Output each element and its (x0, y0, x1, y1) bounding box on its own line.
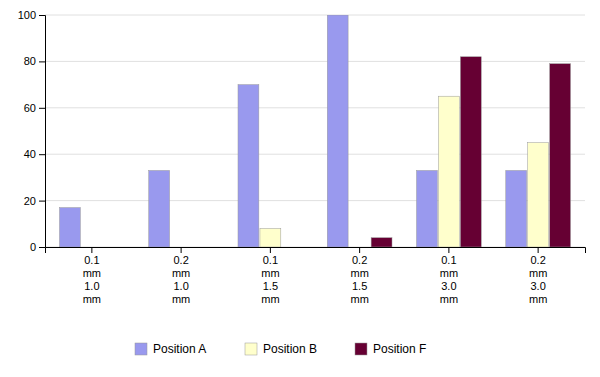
legend-label: Position B (263, 342, 317, 356)
legend-swatch (245, 343, 257, 355)
legend-label: Position F (373, 342, 426, 356)
x-tick: 0.1mm1.0mm (83, 247, 101, 305)
tick-label: 0 (30, 241, 36, 253)
y-tick: 40 (24, 148, 45, 160)
bar (103, 247, 124, 248)
x-tick: 0.1mm1.5mm (261, 247, 279, 305)
tick-label: 80 (24, 55, 36, 67)
grid-line (45, 154, 585, 155)
tick-mark (39, 201, 45, 202)
bar-series (371, 57, 570, 247)
tick-mark (39, 15, 45, 16)
tick-label: 40 (24, 148, 36, 160)
tick-label: 20 (24, 195, 36, 207)
bar (260, 228, 281, 247)
tick-label: 0.1mm1.5mm (261, 254, 279, 306)
tick-label: 0.1mm1.0mm (83, 254, 101, 306)
bar (417, 170, 438, 247)
bar (528, 143, 549, 247)
legend: Position A Position B Position F (135, 342, 426, 356)
y-axis: 0 20 40 60 80 100 (18, 9, 46, 253)
bar (238, 85, 259, 247)
legend-swatch (355, 343, 367, 355)
x-tick: 0.2mm1.5mm (350, 247, 368, 305)
tick-mark (270, 247, 271, 253)
legend-item: Position B (245, 342, 317, 356)
chart: 0 20 40 60 80 100 0.1mm1.0mm 0.2mm1.0mm 0.1mm1.5… (0, 0, 600, 377)
legend-swatch (135, 343, 147, 355)
legend-item: Position F (355, 342, 426, 356)
tick-label: 0.1mm3.0mm (440, 254, 458, 306)
bar (460, 57, 481, 247)
y-tick: 20 (24, 195, 45, 207)
tick-label: 0.2mm1.0mm (172, 254, 190, 306)
y-tick: 60 (24, 102, 45, 114)
tick-label: 100 (18, 9, 36, 21)
axis-domain (39, 16, 46, 248)
bar (149, 170, 170, 247)
tick-mark (359, 247, 360, 253)
bar-series (59, 15, 526, 247)
tick-mark (39, 247, 45, 248)
axis-domain (46, 248, 586, 254)
x-tick: 0.2mm3.0mm (529, 247, 547, 305)
bar (171, 247, 192, 248)
tick-mark (39, 154, 45, 155)
bar (438, 96, 459, 247)
tick-mark (538, 247, 539, 253)
bar-series (260, 96, 549, 247)
bar (81, 247, 102, 248)
grid (45, 15, 585, 247)
y-tick: 80 (24, 55, 45, 67)
plot: 0 20 40 60 80 100 0.1mm1.0mm 0.2mm1.0mm 0.1mm1.5… (18, 9, 586, 305)
tick-label: 0.2mm1.5mm (350, 254, 368, 306)
y-tick: 0 (30, 241, 45, 253)
tick-label: 60 (24, 102, 36, 114)
x-axis: 0.1mm1.0mm 0.2mm1.0mm 0.1mm1.5mm 0.2mm1.5mm… (46, 247, 586, 305)
tick-mark (448, 247, 449, 253)
bars (59, 15, 570, 247)
tick-mark (91, 247, 92, 253)
tick-mark (39, 108, 45, 109)
bar (349, 247, 370, 248)
grid-line (45, 61, 585, 62)
tick-mark (39, 61, 45, 62)
grid-line (45, 200, 585, 201)
bar (550, 64, 571, 247)
y-tick: 100 (18, 9, 45, 21)
bar (327, 15, 348, 247)
tick-mark (181, 247, 182, 253)
tick-label: 0.2mm3.0mm (529, 254, 547, 306)
legend-item: Position A (135, 342, 206, 356)
legend-label: Position A (153, 342, 206, 356)
bar (282, 247, 303, 248)
bar (371, 238, 392, 247)
grid-line (45, 107, 585, 108)
grid-line (45, 15, 585, 16)
x-tick: 0.2mm1.0mm (172, 247, 190, 305)
bar (506, 170, 527, 247)
bar (193, 247, 214, 248)
x-tick: 0.1mm3.0mm (440, 247, 458, 305)
bar (59, 208, 80, 247)
